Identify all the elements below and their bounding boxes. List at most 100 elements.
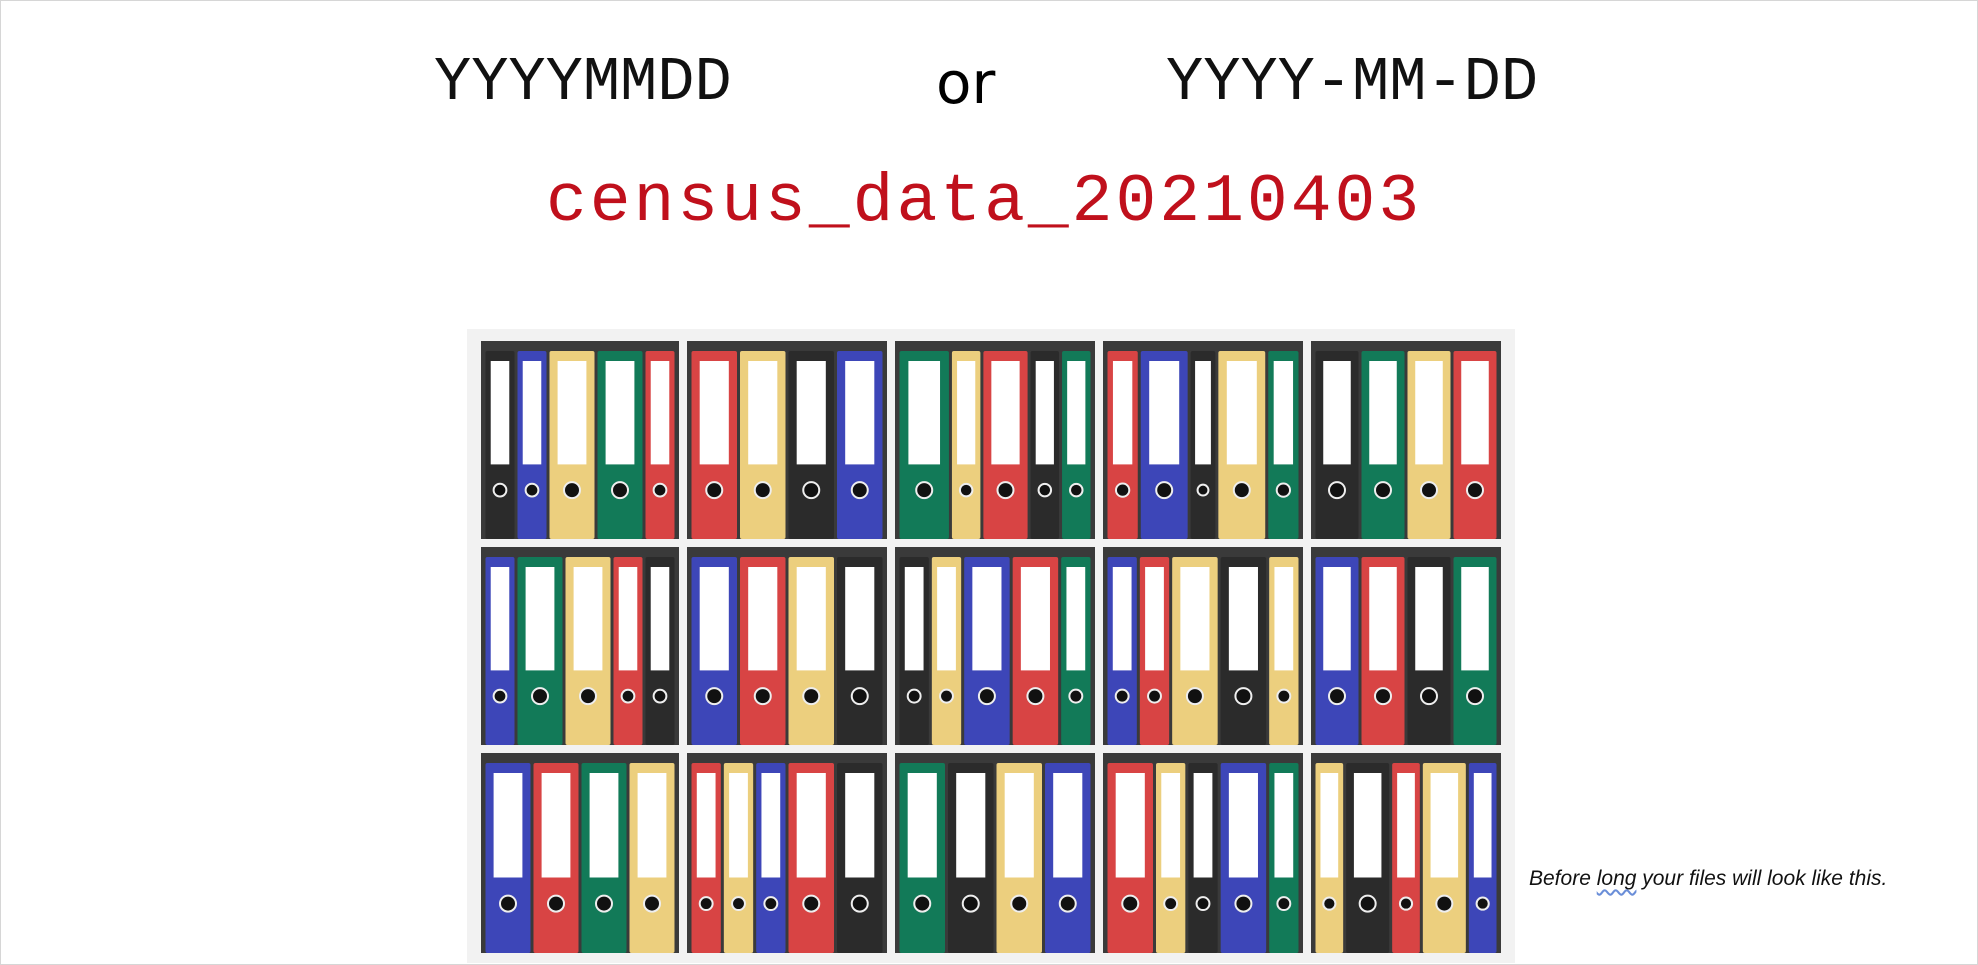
- date-format-compact: YYYYMMDD: [434, 47, 732, 118]
- binder-ring-hole: [1358, 894, 1377, 913]
- binder-ring-hole: [939, 688, 954, 704]
- binder-label: [1035, 361, 1054, 465]
- binder-label: [1066, 567, 1086, 671]
- binder-label: [557, 361, 587, 465]
- binder-ring-hole: [1234, 894, 1253, 913]
- binder-ring-hole: [547, 894, 565, 913]
- binder-ring-hole: [996, 481, 1015, 500]
- binder-ring-hole: [492, 688, 508, 704]
- binder-label: [1115, 773, 1145, 878]
- binder-label: [1323, 567, 1351, 671]
- binder-label: [525, 567, 555, 671]
- binder-ring-hole: [531, 687, 549, 706]
- binder-label: [937, 567, 956, 671]
- caption-text-after: your files will look like this.: [1636, 867, 1888, 890]
- binder-ring-hole: [850, 481, 869, 500]
- example-filename: census_data_20210403: [546, 164, 1423, 241]
- binder-label: [522, 361, 542, 465]
- binder-ring-hole: [1068, 688, 1084, 704]
- binder-label: [1461, 567, 1489, 671]
- binder-ring-hole: [1374, 481, 1392, 500]
- binder-label: [650, 567, 670, 671]
- binder-label: [907, 773, 937, 878]
- binder-ring-hole: [563, 481, 581, 500]
- binder-ring-hole: [1275, 482, 1292, 498]
- binder-label: [1228, 567, 1258, 671]
- binder-ring-hole: [652, 688, 668, 704]
- binder-ring-hole: [1276, 896, 1292, 912]
- binder-label: [1397, 773, 1415, 878]
- caption-text-before: Before: [1529, 867, 1597, 890]
- binder-label: [729, 773, 748, 878]
- binder-label: [696, 773, 716, 878]
- format-connector: or: [936, 49, 996, 117]
- binder-label: [1274, 773, 1294, 878]
- binder-ring-hole: [753, 481, 772, 500]
- binder-ring-hole: [492, 482, 508, 498]
- binder-ring-hole: [1420, 481, 1438, 500]
- binder-ring-hole: [850, 894, 869, 913]
- binder-label: [1067, 361, 1086, 465]
- binder-label: [541, 773, 571, 878]
- binder-ring-hole: [499, 894, 517, 913]
- binder-label: [1473, 773, 1492, 878]
- binder-ring-hole: [1232, 481, 1251, 500]
- binder-label: [1112, 567, 1132, 671]
- binder-label: [1353, 773, 1382, 878]
- binder-ring-hole: [1466, 687, 1484, 706]
- date-format-dashed: YYYY-MM-DD: [1166, 47, 1539, 118]
- binder-label: [957, 361, 976, 465]
- binder-label: [748, 361, 778, 465]
- binder-label: [1161, 773, 1181, 878]
- binder-ring-hole: [705, 481, 724, 500]
- binder-ring-hole: [850, 687, 869, 706]
- binder-label: [1145, 567, 1164, 671]
- binder-label: [490, 567, 510, 671]
- binder-ring-hole: [1276, 688, 1292, 704]
- binder-label: [845, 361, 875, 465]
- binder-ring-hole: [763, 896, 779, 912]
- binder-label: [605, 361, 635, 465]
- binder-ring-hole: [1058, 894, 1077, 913]
- binder-label: [845, 773, 875, 878]
- binder-label: [1004, 773, 1034, 878]
- binder-label: [908, 361, 941, 465]
- binder-label: [1226, 361, 1257, 465]
- binder-ring-hole: [705, 687, 724, 706]
- binder-label: [1193, 773, 1213, 878]
- binder-ring-hole: [620, 688, 636, 704]
- binder-label: [845, 567, 875, 671]
- binder-ring-hole: [1121, 894, 1140, 913]
- binder-ring-hole: [611, 481, 629, 500]
- binder-ring-hole: [958, 482, 974, 498]
- binder-shelf-image: [467, 329, 1515, 963]
- image-caption: Before long your files will look like th…: [1529, 867, 1887, 891]
- binder-label: [956, 773, 986, 878]
- binder-label: [972, 567, 1002, 671]
- binder-label: [493, 773, 523, 878]
- binder-ring-hole: [802, 894, 821, 913]
- binder-label: [796, 567, 826, 671]
- binder-label: [1415, 567, 1443, 671]
- binder-ring-hole: [652, 482, 668, 498]
- binder-label: [1053, 773, 1083, 878]
- binder-label: [1112, 361, 1133, 465]
- binder-label: [1461, 361, 1489, 465]
- binder-label: [699, 567, 729, 671]
- binder-label: [796, 361, 826, 465]
- binder-label: [490, 361, 510, 465]
- binder-ring-hole: [1037, 482, 1053, 498]
- binder-ring-hole: [1328, 687, 1346, 706]
- binder-label: [748, 567, 778, 671]
- binder-label: [618, 567, 638, 671]
- binder-ring-hole: [1322, 896, 1337, 911]
- binder-label: [1273, 361, 1294, 465]
- binder-ring-hole: [1328, 481, 1346, 500]
- binder-ring-hole: [643, 894, 661, 913]
- binder-label: [1369, 361, 1397, 465]
- binder-ring-hole: [595, 894, 613, 913]
- binder-label: [573, 567, 603, 671]
- binder-ring-hole: [1147, 688, 1162, 704]
- binder-shelf-illustration: [467, 329, 1515, 963]
